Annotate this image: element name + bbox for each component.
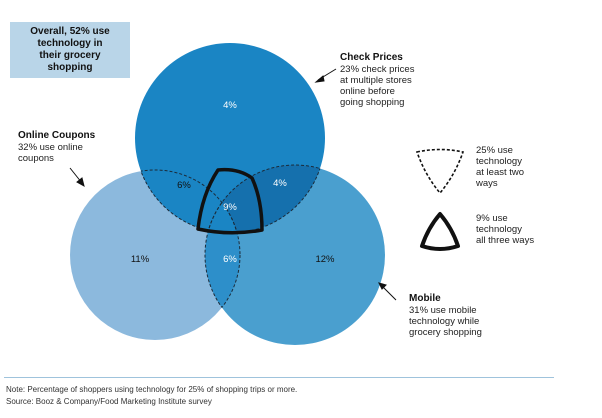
set-name-online-coupons: Online Coupons bbox=[18, 130, 96, 141]
footer-note: Note: Percentage of shoppers using techn… bbox=[6, 385, 298, 394]
label-coupons-mobile: 6% bbox=[223, 254, 237, 265]
legend-solid-shape-icon bbox=[420, 212, 460, 251]
set-name-mobile: Mobile bbox=[409, 293, 441, 304]
label-coupons-check: 6% bbox=[177, 180, 191, 191]
legend-dashed-text: 25% use technology at least two ways bbox=[476, 145, 525, 189]
label-mobile-only: 12% bbox=[315, 254, 335, 265]
legend-solid-text: 9% use technology all three ways bbox=[476, 213, 535, 246]
region-check-mobile bbox=[205, 165, 325, 233]
label-check-only: 4% bbox=[223, 100, 237, 111]
pointer-arrows bbox=[69, 68, 397, 301]
legend-dashed-shape-icon bbox=[415, 148, 465, 195]
label-check-mobile: 4% bbox=[273, 178, 287, 189]
annotation-online-coupons: Online Coupons 32% use online coupons bbox=[18, 130, 95, 164]
set-desc-check-prices: 23% check prices at multiple stores onli… bbox=[340, 64, 415, 108]
set-desc-mobile: 31% use mobile technology while grocery … bbox=[409, 305, 482, 338]
summary-box: Overall, 52% use technology in their gro… bbox=[10, 22, 130, 78]
footer-source: Source: Booz & Company/Food Marketing In… bbox=[6, 397, 212, 406]
set-desc-online-coupons: 32% use online coupons bbox=[18, 142, 83, 164]
region-coupons-check bbox=[135, 170, 240, 233]
annotation-check-prices: Check Prices 23% check prices at multipl… bbox=[340, 52, 414, 108]
set-name-check-prices: Check Prices bbox=[340, 52, 403, 63]
venn-circles bbox=[70, 43, 385, 345]
footer-divider bbox=[4, 377, 554, 378]
annotation-mobile: Mobile 31% use mobile technology while g… bbox=[409, 293, 482, 338]
label-coupons-only: 11% bbox=[131, 254, 150, 265]
label-all-three: 9% bbox=[223, 202, 237, 213]
all-three-outline bbox=[196, 167, 264, 235]
dashed-boundaries bbox=[134, 164, 326, 341]
